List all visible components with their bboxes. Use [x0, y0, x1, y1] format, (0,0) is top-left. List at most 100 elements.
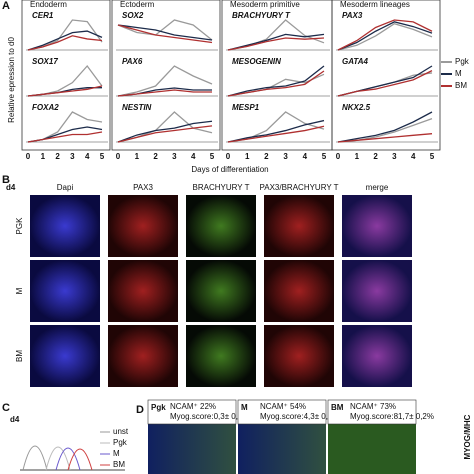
gene-name: FOXA2: [32, 103, 59, 112]
micrograph: [30, 260, 100, 322]
micrograph: [342, 260, 412, 322]
x-tick-label: 4: [191, 152, 196, 161]
condition-label: BM: [331, 403, 344, 412]
expression-line: [337, 21, 433, 51]
panel-label: B: [2, 174, 10, 186]
expression-line: [117, 24, 213, 44]
legend-label: M: [113, 449, 120, 458]
column-title: Endoderm: [30, 0, 67, 9]
info-box: [327, 399, 417, 425]
expression-line: [337, 133, 433, 143]
column-frame: [331, 0, 441, 151]
x-tick-label: 1: [355, 152, 360, 161]
gene-name: SOX17: [32, 57, 58, 66]
x-tick-label: 3: [172, 152, 177, 161]
expression-line: [117, 19, 213, 41]
histogram-curve: [67, 448, 93, 471]
x-tick-label: 1: [41, 152, 46, 161]
condition-label: M: [241, 403, 248, 412]
x-tick-label: 4: [303, 152, 308, 161]
legend-label: BM: [455, 81, 467, 90]
expression-line: [337, 111, 433, 143]
info-box: [237, 399, 327, 425]
micrograph: [342, 195, 412, 257]
y-axis-label: Relative epression to d0: [7, 37, 16, 123]
info-box: [147, 399, 237, 425]
day-label: d4: [6, 183, 16, 192]
x-tick-label: 1: [245, 152, 250, 161]
expression-line: [27, 85, 103, 97]
micrograph: [264, 325, 334, 387]
legend-label: Pgk: [113, 438, 128, 447]
column-header: Dapi: [57, 183, 74, 192]
x-tick-label: 5: [430, 152, 435, 161]
micrograph: [186, 260, 256, 322]
micrograph: [264, 195, 334, 257]
legend-label: Pgk: [455, 57, 470, 66]
x-tick-label: 3: [70, 152, 75, 161]
expression-line: [227, 70, 325, 97]
x-tick-label: 1: [135, 152, 140, 161]
expression-line: [337, 65, 433, 97]
expression-line: [27, 35, 103, 51]
gene-name: SOX2: [122, 11, 144, 20]
expression-line: [337, 23, 433, 51]
x-tick-label: 4: [85, 152, 90, 161]
x-tick-label: 5: [100, 152, 105, 161]
x-tick-label: 5: [322, 152, 327, 161]
micrograph: [186, 195, 256, 257]
gene-name: CER1: [32, 11, 54, 20]
gene-name: GATA4: [342, 57, 368, 66]
micrograph: [30, 195, 100, 257]
column-header: PAX3/BRACHYURY T: [260, 183, 339, 192]
expression-line: [227, 119, 325, 143]
gene-name: PAX3: [342, 11, 363, 20]
micrograph: [108, 260, 178, 322]
x-tick-label: 2: [55, 152, 60, 161]
column-frame: [111, 0, 221, 151]
condition-label: Pgk: [151, 403, 166, 412]
expression-line: [227, 19, 325, 51]
expression-line: [117, 120, 213, 143]
legend-label: BM: [113, 460, 125, 469]
score-label: Myog.score:0,3± 0,2%: [170, 412, 250, 421]
day-label: d4: [10, 415, 20, 424]
x-tick-label: 2: [373, 152, 378, 161]
x-tick-label: 0: [336, 152, 341, 161]
column-header: merge: [366, 183, 389, 192]
column-header: PAX3: [133, 183, 153, 192]
legend-label: M: [455, 69, 462, 78]
column-title: Mesoderm primitive: [230, 0, 300, 9]
expression-line: [227, 33, 325, 51]
x-tick-label: 3: [392, 152, 397, 161]
x-axis-label: Days of differentiation: [191, 165, 268, 174]
gene-name: MESOGENIN: [232, 57, 281, 66]
micrograph: [342, 325, 412, 387]
micrograph: [264, 260, 334, 322]
gene-name: NKX2.5: [342, 103, 371, 112]
histogram-curve: [22, 445, 48, 471]
micrograph: [30, 325, 100, 387]
gene-name: PAX6: [122, 57, 143, 66]
stain-label: MYOG/MHC: [463, 414, 472, 459]
histogram-curve: [45, 446, 71, 471]
column-header: BRACHYURY T: [193, 183, 250, 192]
expression-line: [117, 89, 212, 97]
row-label: M: [15, 287, 24, 294]
column-title: Ectoderm: [120, 0, 155, 9]
x-tick-label: 0: [26, 152, 31, 161]
expression-line: [337, 19, 433, 51]
expression-line: [227, 37, 325, 51]
expression-line: [117, 65, 213, 97]
column-frame: [221, 0, 333, 151]
panel-label: D: [136, 404, 144, 416]
expression-line: [337, 118, 433, 143]
score-label: Myog.score:81,7± 0,2%: [350, 412, 434, 421]
expression-line: [337, 70, 433, 97]
column-frame: [21, 0, 111, 151]
x-tick-label: 2: [264, 152, 269, 161]
legend-label: unst: [113, 427, 129, 436]
x-tick-label: 3: [283, 152, 288, 161]
expression-line: [27, 131, 103, 143]
